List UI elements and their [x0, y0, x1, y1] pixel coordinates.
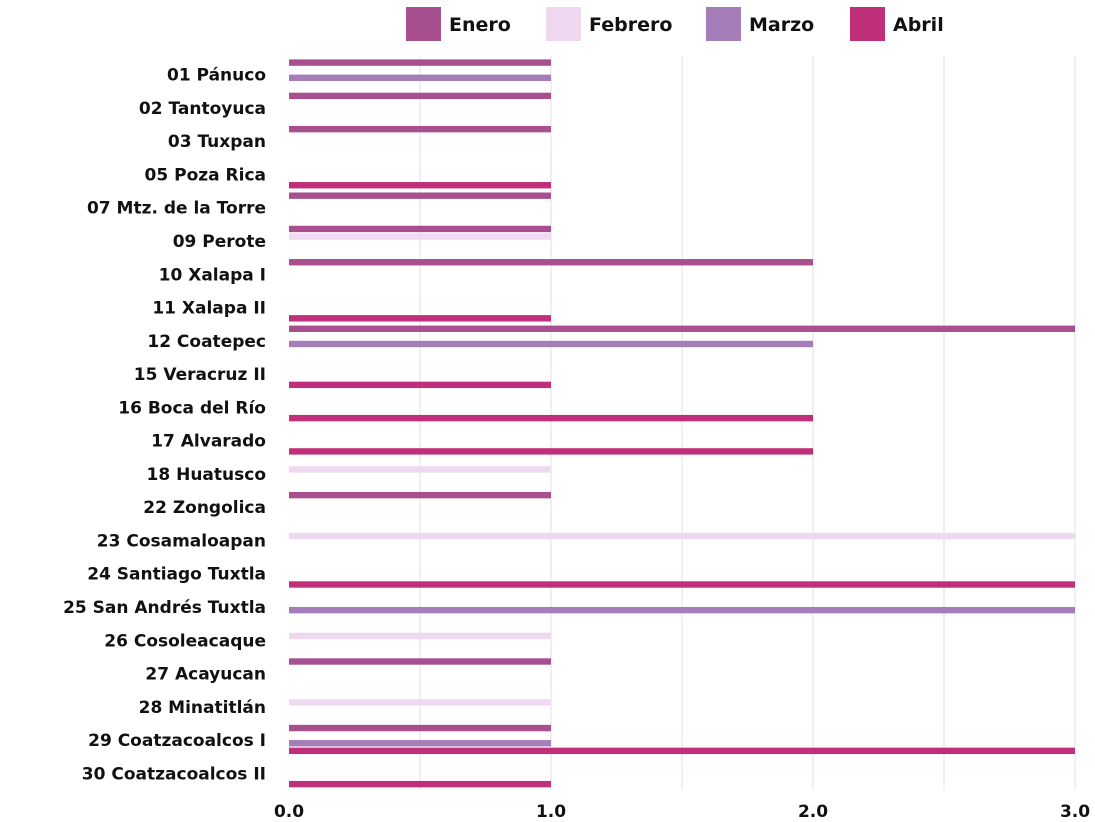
category-labels: 01 Pánuco 02 Tantoyuca 03 Tuxpan 05 Poza Ri…	[63, 66, 266, 785]
bar-febrero	[289, 699, 551, 706]
legend-label: Enero	[449, 14, 511, 36]
category-label: 17 Alvarado	[151, 432, 266, 452]
bar-abril	[289, 448, 813, 455]
category-label: 24 Santiago Tuxtla	[87, 565, 266, 585]
category-label: 28 Minatitlán	[139, 698, 266, 718]
bar-abril	[289, 315, 551, 322]
category-label: 18 Huatusco	[147, 465, 266, 485]
bar-marzo	[289, 606, 1075, 614]
bar-enero	[289, 192, 551, 199]
tick-label: 0.0	[274, 802, 304, 822]
bar-enero	[289, 125, 551, 133]
bar-enero	[289, 658, 551, 665]
bar-marzo	[289, 740, 551, 747]
category-label: 09 Perote	[173, 232, 266, 252]
category-label: 23 Cosamaloapan	[97, 531, 266, 551]
bar-febrero	[289, 632, 551, 640]
category-label: 16 Boca del Río	[118, 398, 266, 418]
category-label: 03 Tuxpan	[168, 132, 266, 152]
category-label: 27 Acayucan	[145, 665, 266, 685]
legend-label: Abril	[893, 14, 944, 36]
bar-abril	[289, 581, 1075, 588]
category-label: 01 Pánuco	[167, 66, 266, 86]
legend: Enero Febrero Marzo Abril	[406, 7, 944, 41]
category-label: 07 Mtz. de la Torre	[87, 199, 266, 219]
bar-febrero	[289, 466, 551, 473]
bar-abril	[289, 381, 551, 389]
tick-label: 1.0	[536, 802, 566, 822]
legend-item-abril: Abril	[850, 7, 944, 41]
category-label: 30 Coatzacoalcos II	[82, 764, 266, 784]
category-label: 25 San Andrés Tuxtla	[63, 598, 266, 618]
bar-enero	[289, 225, 551, 233]
category-label: 05 Poza Rica	[145, 165, 266, 185]
legend-label: Marzo	[749, 14, 814, 36]
bar-enero	[289, 724, 551, 732]
legend-swatch	[406, 7, 441, 41]
bar-abril	[289, 182, 551, 189]
legend-label: Febrero	[589, 14, 672, 36]
bar-enero	[289, 325, 1075, 332]
tick-label: 2.0	[798, 802, 828, 822]
tick-label: 3.0	[1060, 802, 1090, 822]
bar-enero	[289, 491, 551, 499]
bar-marzo	[289, 74, 551, 81]
legend-item-enero: Enero	[406, 7, 511, 41]
category-label: 02 Tantoyuca	[139, 99, 266, 119]
legend-swatch	[850, 7, 885, 41]
x-axis-ticks: 0.0 1.0 2.0 3.0	[274, 802, 1090, 822]
category-label: 29 Coatzacoalcos I	[88, 731, 266, 751]
bar-enero	[289, 259, 813, 266]
bar-febrero	[289, 532, 1075, 540]
bar-marzo	[289, 340, 813, 348]
category-label: 22 Zongolica	[143, 498, 266, 518]
category-label: 15 Veracruz II	[134, 365, 266, 385]
legend-swatch	[706, 7, 741, 41]
legend-item-febrero: Febrero	[546, 7, 672, 41]
bar-enero	[289, 59, 551, 66]
category-label: 11 Xalapa II	[152, 299, 266, 319]
category-label: 10 Xalapa I	[159, 265, 266, 285]
bar-enero	[289, 92, 551, 100]
bar-abril	[289, 747, 1075, 755]
legend-item-marzo: Marzo	[706, 7, 814, 41]
legend-swatch	[546, 7, 581, 41]
bar-febrero	[289, 233, 551, 240]
category-label: 26 Cosoleacaque	[104, 631, 266, 651]
gridlines	[419, 56, 1076, 790]
bar-abril	[289, 414, 813, 422]
bars	[289, 59, 1075, 788]
bar-abril	[289, 780, 551, 788]
category-label: 12 Coatepec	[147, 332, 266, 352]
